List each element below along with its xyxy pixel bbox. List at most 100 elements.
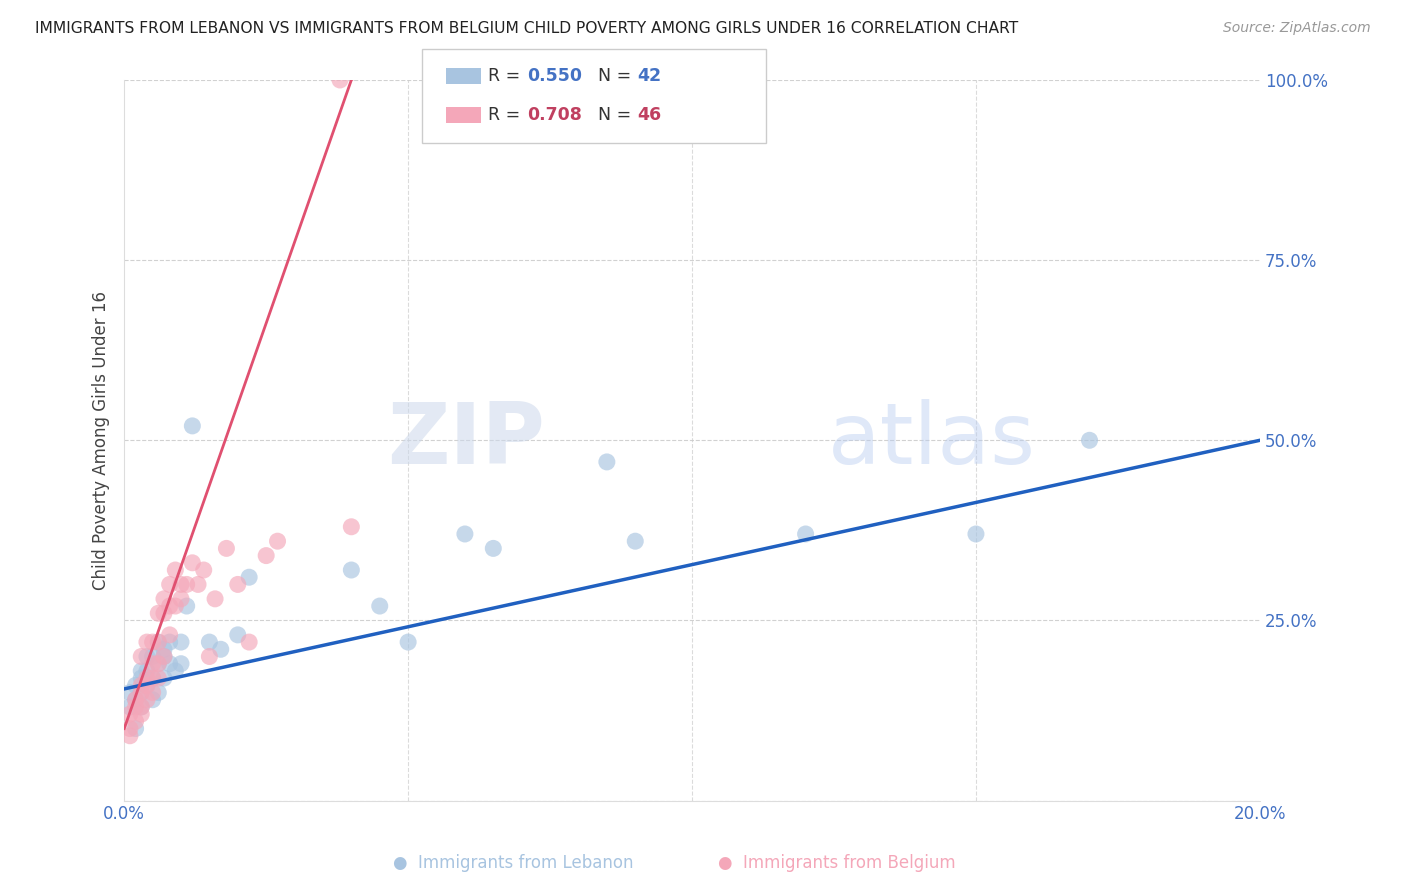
Point (193, 563, 215, 577)
Point (170, 635, 193, 649)
Point (124, 692, 146, 706)
Point (226, 628, 249, 642)
Point (148, 657, 170, 671)
Text: atlas: atlas (828, 399, 1036, 482)
Point (129, 649, 152, 664)
Point (124, 692, 146, 706)
Point (153, 649, 176, 664)
Point (142, 649, 165, 664)
Text: 0.550: 0.550 (527, 68, 582, 86)
Point (159, 628, 181, 642)
Point (596, 455, 619, 469)
Point (153, 607, 176, 621)
Point (198, 635, 221, 649)
Point (142, 635, 165, 649)
Text: 46: 46 (637, 106, 661, 124)
Point (340, 520, 363, 534)
Point (215, 541, 238, 556)
Point (187, 577, 209, 591)
Point (136, 649, 159, 664)
Point (142, 657, 165, 671)
Point (136, 671, 159, 685)
Point (226, 577, 249, 591)
Point (368, 599, 391, 613)
Point (148, 657, 170, 671)
Text: ZIP: ZIP (387, 399, 544, 482)
Point (129, 685, 152, 699)
Point (482, 541, 505, 556)
Point (165, 599, 187, 613)
Point (118, 707, 141, 722)
Point (176, 599, 198, 613)
Text: 42: 42 (637, 68, 661, 86)
Point (238, 635, 260, 649)
Point (209, 642, 232, 657)
Point (153, 649, 176, 664)
Text: R =: R = (488, 106, 526, 124)
Point (124, 678, 146, 692)
Text: N =: N = (598, 68, 637, 86)
Point (159, 635, 181, 649)
Point (254, 549, 277, 563)
Point (129, 707, 152, 722)
Point (118, 729, 141, 743)
Point (129, 664, 152, 678)
Text: 0.708: 0.708 (527, 106, 582, 124)
Point (454, 527, 477, 541)
Point (965, 527, 987, 541)
Point (124, 722, 146, 736)
Point (170, 577, 193, 591)
Point (153, 671, 176, 685)
Point (153, 591, 176, 606)
Text: IMMIGRANTS FROM LEBANON VS IMMIGRANTS FROM BELGIUM CHILD POVERTY AMONG GIRLS UND: IMMIGRANTS FROM LEBANON VS IMMIGRANTS FR… (35, 21, 1018, 36)
Point (129, 700, 152, 714)
Point (129, 678, 152, 692)
Point (181, 556, 204, 570)
Point (148, 671, 170, 685)
Point (396, 635, 419, 649)
Point (129, 700, 152, 714)
Point (148, 685, 170, 699)
Point (142, 692, 165, 706)
Point (165, 664, 187, 678)
Point (159, 657, 181, 671)
Point (624, 534, 647, 549)
Point (148, 635, 170, 649)
Point (204, 591, 226, 606)
Point (118, 685, 141, 699)
Text: N =: N = (598, 106, 637, 124)
Point (238, 570, 260, 584)
Point (136, 678, 159, 692)
Point (118, 722, 141, 736)
Point (129, 685, 152, 699)
Point (153, 642, 176, 657)
Point (266, 534, 288, 549)
Point (170, 591, 193, 606)
Point (159, 577, 181, 591)
Point (159, 599, 181, 613)
Point (340, 563, 363, 577)
Text: ●  Immigrants from Belgium: ● Immigrants from Belgium (717, 855, 956, 872)
Point (181, 418, 204, 433)
Text: ●  Immigrants from Lebanon: ● Immigrants from Lebanon (392, 855, 634, 872)
Point (136, 678, 159, 692)
Point (136, 692, 159, 706)
Point (124, 700, 146, 714)
Point (176, 577, 198, 591)
Text: R =: R = (488, 68, 526, 86)
Point (129, 671, 152, 685)
Point (1078, 434, 1101, 448)
Point (118, 700, 141, 714)
Point (329, 73, 352, 87)
Point (142, 671, 165, 685)
Point (136, 664, 159, 678)
Y-axis label: Child Poverty Among Girls Under 16: Child Poverty Among Girls Under 16 (93, 291, 110, 590)
Point (136, 635, 159, 649)
Point (148, 635, 170, 649)
Point (142, 671, 165, 685)
Point (148, 607, 170, 621)
Text: Source: ZipAtlas.com: Source: ZipAtlas.com (1223, 21, 1371, 35)
Point (142, 685, 165, 699)
Point (124, 714, 146, 729)
Point (165, 563, 187, 577)
